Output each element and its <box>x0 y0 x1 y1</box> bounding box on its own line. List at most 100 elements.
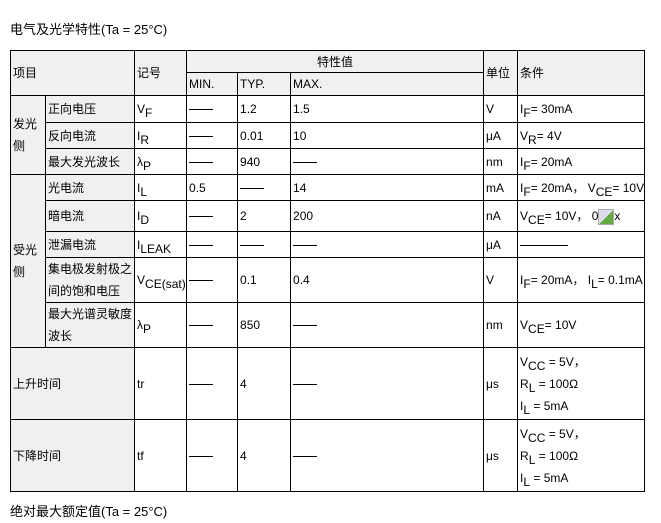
symbol: tf <box>137 448 144 463</box>
group-label: 受光侧 <box>10 174 46 348</box>
header-min: MIN. <box>186 72 239 96</box>
max-cell: 0.4 <box>290 257 485 303</box>
condition-cell: VCE= 10V， 0 x <box>517 200 646 232</box>
dash <box>189 383 214 385</box>
characteristics-table: 项目 记号 特性值 单位 条件 MIN. TYP. MAX. 发光侧 正向电压 VF… <box>9 50 646 492</box>
unit-cell-text: μs <box>486 376 499 391</box>
min-cell <box>186 95 239 123</box>
item-name: 最大发光波长 <box>44 148 136 175</box>
max-cell: 200 <box>290 200 485 232</box>
table-row: 暗电流 ID 2 200 nA VCE= 10V， 0 x <box>11 200 646 232</box>
condition-text: V <box>520 209 529 223</box>
symbol: tr <box>137 376 145 391</box>
max-cell <box>290 302 485 348</box>
typ-cell: 1.2 <box>237 95 292 123</box>
condition-text: = 20mA， I <box>530 273 592 287</box>
dash <box>293 455 318 457</box>
header-condition: 条件 <box>517 50 646 96</box>
max-cell-text: 0.4 <box>293 273 310 287</box>
symbol-subscript: R <box>140 132 150 147</box>
broken-image-icon <box>598 208 615 225</box>
condition-subscript: CC <box>528 358 546 373</box>
typ-cell-text: 4 <box>240 376 247 391</box>
typ-cell: 850 <box>237 302 292 348</box>
symbol: I <box>137 180 141 195</box>
condition-text: = 10V <box>612 180 645 195</box>
typ-cell-text: 4 <box>240 448 247 463</box>
table-row: 最大发光波长 λP 940 nm IF= 20mA <box>11 148 646 175</box>
condition-subscript: CE <box>528 322 545 336</box>
unit-cell: μs <box>483 347 519 420</box>
condition-cell: VR= 4V <box>517 122 646 149</box>
condition-text: = 5V， <box>545 354 586 369</box>
dash <box>189 135 214 137</box>
table-row: 发光侧 正向电压 VF 1.2 1.5 V IF= 30mA <box>10 95 646 175</box>
symbol: λ <box>137 318 144 332</box>
min-cell <box>186 419 239 492</box>
dash <box>189 244 214 246</box>
condition-text: x <box>614 209 621 223</box>
condition-cell: IF= 30mA <box>517 95 646 123</box>
unit-cell-text: V <box>486 273 495 287</box>
item-name: 暗电流 <box>44 200 136 232</box>
condition-cell <box>517 231 646 258</box>
min-cell <box>186 148 239 175</box>
typ-cell: 940 <box>237 148 292 175</box>
condition-subscript: CE <box>528 213 545 227</box>
symbol-cell: λP <box>134 302 188 348</box>
item-name: 光电流 <box>44 174 136 201</box>
typ-cell: 0.01 <box>237 122 292 149</box>
condition-text: = 100Ω <box>535 376 579 391</box>
min-cell <box>186 122 239 149</box>
header-char-value: 特性值 <box>186 50 485 73</box>
typ-cell-text: 2 <box>240 209 247 223</box>
symbol-cell: tr <box>134 347 188 420</box>
condition-cell: IF= 20mA <box>517 148 646 175</box>
condition-text: V <box>520 128 529 143</box>
unit-cell: μs <box>483 419 519 492</box>
min-cell <box>186 302 239 348</box>
symbol-cell: tf <box>134 419 188 492</box>
header-max: MAX. <box>290 72 485 96</box>
condition-cell: VCE= 10V <box>517 302 646 348</box>
dash <box>240 244 265 246</box>
condition-text: = 10V， 0 <box>544 209 599 223</box>
typ-cell-text: 850 <box>240 318 261 332</box>
condition-text: I <box>520 180 524 195</box>
table-row: 最大光谱灵敏度波长 λP 850 nm VCE= 10V <box>11 302 646 348</box>
typ-cell <box>237 174 292 201</box>
typ-cell-text: 0.01 <box>240 128 264 143</box>
condition-subscript: F <box>523 184 531 199</box>
condition-text: = 100Ω <box>535 448 579 463</box>
condition-subscript: L <box>591 277 598 291</box>
condition-cell: IF= 20mA， IL= 0.1mA <box>517 257 646 303</box>
typ-cell-text: 1.2 <box>240 102 257 116</box>
max-cell <box>290 347 485 420</box>
symbol-cell: VF <box>134 95 188 123</box>
symbol-subscript: L <box>140 184 148 199</box>
unit-cell-text: μA <box>486 237 501 252</box>
symbol-subscript: P <box>143 158 152 173</box>
condition-cell: VCC = 5V， RL = 100Ω IL = 5mA <box>517 347 646 420</box>
dash <box>293 383 318 385</box>
typ-cell <box>237 231 292 258</box>
condition-text: I <box>520 154 524 169</box>
symbol: V <box>137 102 146 116</box>
max-cell: 1.5 <box>290 95 485 123</box>
unit-cell: V <box>483 257 519 303</box>
symbol: I <box>137 128 141 143</box>
symbol-cell: VCE(sat) <box>134 257 188 303</box>
unit-cell-text: mA <box>486 180 505 195</box>
unit-cell: mA <box>483 174 519 201</box>
condition-text: I <box>520 273 524 287</box>
item-name: 反向电流 <box>44 122 136 149</box>
table-row: 下降时间 tf 4 μs VCC = 5V， RL = 100Ω IL = 5mA <box>9 419 646 492</box>
dash <box>189 455 214 457</box>
unit-cell: nm <box>483 302 519 348</box>
dash <box>189 161 214 163</box>
symbol-subscript: D <box>140 213 150 227</box>
item-name: 正向电压 <box>44 95 136 123</box>
condition-subscript: L <box>523 474 531 489</box>
condition-text: R <box>520 448 529 463</box>
symbol: I <box>137 209 141 223</box>
